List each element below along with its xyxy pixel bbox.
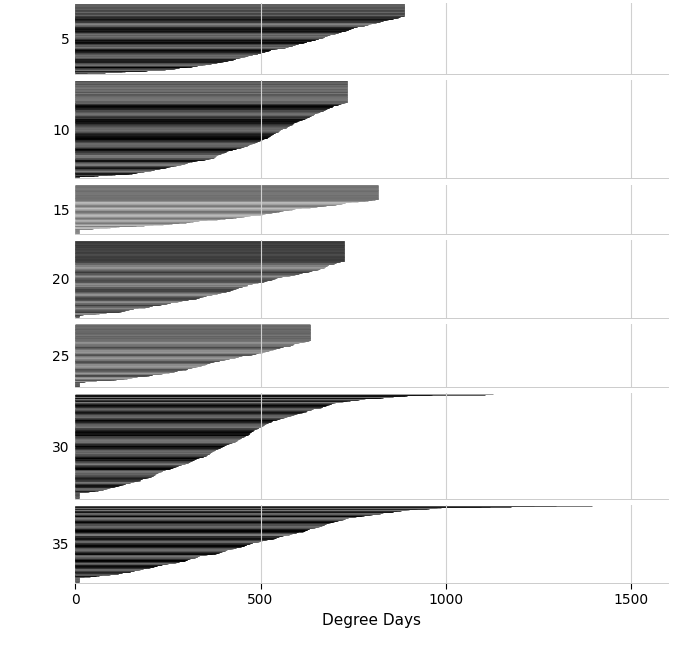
X-axis label: Degree Days: Degree Days — [322, 613, 421, 628]
